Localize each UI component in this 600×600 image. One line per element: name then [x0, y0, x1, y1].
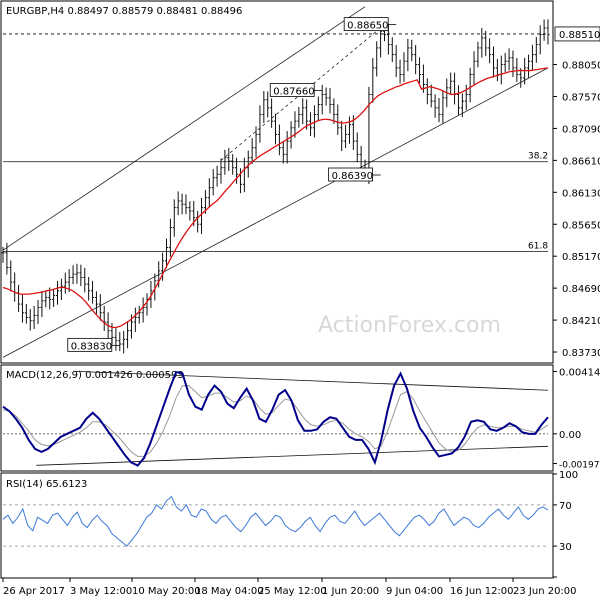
macd-trendline [36, 445, 549, 466]
time-axis-label: 18 May 04:00 [195, 586, 264, 597]
price-annotation-label: 0.88650 [347, 21, 388, 32]
price-axis-label: 0.86130 [562, 188, 600, 199]
price-title: EURGBP,H4 0.88497 0.88579 0.88481 0.8849… [6, 6, 242, 17]
price-axis-label: 0.85650 [562, 220, 600, 231]
price-axis-label: 0.88050 [562, 61, 600, 72]
channel-lower-line [2, 67, 549, 358]
price-axis-label: 0.83730 [562, 348, 600, 359]
channel-lines [2, 6, 549, 358]
fib-level-label: 38.2 [528, 152, 548, 162]
rsi-panel-frame [0, 472, 554, 579]
macd-trendline [73, 370, 549, 391]
current-price-box [554, 26, 600, 42]
price-annotation-box [269, 83, 315, 97]
price-annotation-label: 0.86390 [332, 171, 373, 182]
price-axis-label: 0.85170 [562, 252, 600, 263]
price-bars [1, 19, 550, 354]
price-reference-lines: 38.2 61.8 0.88510 [3, 26, 600, 252]
rsi-axis-label: 30 [559, 542, 572, 553]
macd-axis: 0.00414 0.00 -0.001972 [3, 367, 600, 471]
rsi-line [2, 495, 549, 547]
macd-title: MACD(12,26,9) 0.001426 0.000593 [6, 370, 184, 381]
time-axis-label: 16 Jun 12:00 [450, 586, 514, 597]
rsi-title: RSI(14) 65.6123 [6, 479, 87, 490]
price-annotation-label: 0.87660 [273, 87, 314, 98]
rsi-line [2, 495, 549, 547]
rsi-axis: 100 70 30 [3, 470, 578, 578]
time-axis-label: 9 Jun 04:00 [386, 586, 443, 597]
price-annotations: 0.88650 0.87660 0.86390 0.83830 [67, 17, 397, 352]
price-axis-label: 0.86610 [562, 156, 600, 167]
macd-main-line [2, 370, 549, 467]
moving-average-line [2, 67, 549, 329]
price-axis-label: 0.84690 [562, 284, 600, 295]
time-axis-label: 26 Apr 2017 [3, 586, 65, 597]
price-annotation-box [67, 337, 113, 352]
macd-panel-frame [0, 364, 554, 472]
macd-panel: MACD(12,26,9) 0.001426 0.000593 0.004140… [0, 364, 600, 472]
price-annotation-box [328, 167, 374, 182]
time-axis-label: 10 May 20:00 [132, 586, 201, 597]
rsi-panel: RSI(14) 65.6123 100 70 30 [0, 470, 578, 579]
channel-upper-line [2, 6, 366, 251]
macd-axis-label: 0.00414 [559, 367, 600, 378]
price-panel: EURGBP,H4 0.88497 0.88579 0.88481 0.8849… [0, 0, 600, 364]
price-axis-label: 0.84210 [562, 316, 600, 327]
price-axis-label: 0.87090 [562, 124, 600, 135]
price-annotation-label: 0.83830 [71, 341, 112, 352]
price-annotation-box [343, 17, 389, 32]
moving-average [2, 67, 549, 329]
price-axis: 0.88050 0.87570 0.87090 0.86610 0.86130 0.856… [553, 61, 600, 359]
macd-axis-label: 0.00 [559, 430, 581, 441]
macd-lines [2, 370, 549, 467]
rsi-axis-label: 70 [559, 501, 572, 512]
current-price-label: 0.88510 [559, 30, 600, 41]
price-axis-label: 0.87570 [562, 92, 600, 103]
price-panel-frame [0, 0, 554, 364]
time-axis-label: 23 Jun 20:00 [513, 586, 577, 597]
fib-level-label: 61.8 [528, 242, 548, 252]
time-axis-label: 25 May 12:00 [258, 586, 327, 597]
time-axis-label: 3 May 12:00 [70, 586, 132, 597]
watermark-logo: ActionForex.com [318, 313, 501, 338]
rsi-axis-label: 100 [559, 470, 578, 481]
time-axis-label: 1 Jun 20:00 [322, 586, 379, 597]
macd-axis-label: -0.001972 [559, 461, 600, 471]
macd-signal-line [2, 385, 549, 457]
